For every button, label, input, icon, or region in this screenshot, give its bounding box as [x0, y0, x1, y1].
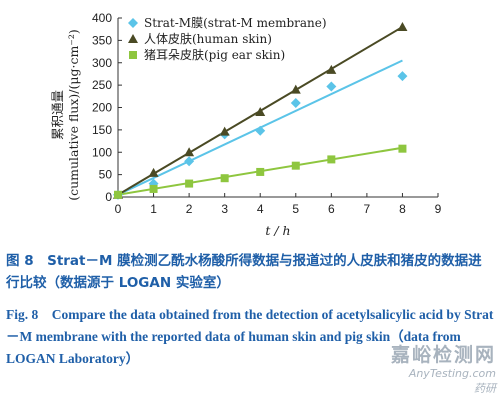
y-tick-label: 0: [105, 190, 112, 204]
chart-legend: Strat-M膜(strat-M membrane)人体皮肤(human ski…: [128, 16, 327, 62]
data-point-series-0: [255, 125, 266, 136]
data-point-series-2: [398, 144, 407, 153]
legend-label-2: 猪耳朵皮肤(pig ear skin): [144, 47, 285, 62]
x-tick-label: 1: [150, 202, 157, 216]
watermark-tag: 药研: [474, 382, 496, 395]
data-point-series-1: [148, 167, 159, 177]
y-tick-label: 300: [92, 56, 112, 70]
figure-caption-cn: 图 8 Strat－M 膜检测乙酰水杨酸所得数据与报道过的人皮肤和猪皮的数据进行…: [6, 253, 482, 291]
data-point-series-1: [290, 84, 301, 94]
data-point-series-0: [184, 156, 195, 167]
watermark: 嘉峪检测网 AnyTesting.com 药研: [391, 340, 496, 396]
x-tick-label: 3: [221, 202, 228, 216]
legend-label-1: 人体皮肤(human skin): [144, 31, 272, 46]
y-axis-title-cn: 累积通量: [50, 90, 65, 140]
legend-label-0: Strat-M膜(strat-M membrane): [144, 16, 327, 30]
chart-axes: 0 1 2 3 4 5 6 7 8 9 0 50 100 150 200 250 300 350 400: [92, 11, 442, 216]
x-tick-label: 8: [399, 202, 406, 216]
x-tick-label: 6: [328, 202, 335, 216]
y-tick-label: 150: [92, 123, 112, 137]
data-markers: [113, 21, 408, 200]
data-point-series-2: [149, 184, 158, 193]
y-tick-label: 200: [92, 101, 112, 115]
data-point-series-2: [291, 161, 300, 170]
watermark-cn: 嘉峪检测网: [390, 344, 496, 366]
data-point-series-1: [255, 106, 266, 116]
data-point-series-2: [220, 174, 229, 183]
x-tick-label: 2: [186, 202, 193, 216]
data-point-series-2: [327, 155, 336, 164]
x-axis-title: t / h: [265, 223, 290, 238]
legend-marker-2: [129, 51, 137, 59]
data-point-series-0: [397, 71, 408, 82]
x-tick-label: 4: [257, 202, 264, 216]
data-point-series-1: [184, 147, 195, 157]
data-point-series-0: [290, 98, 301, 109]
y-axis-title-en: (cumulative flux)/(μg·cm⁻²): [66, 29, 81, 201]
legend-marker-1: [128, 34, 138, 43]
data-point-series-2: [256, 167, 265, 176]
x-tick-label: 5: [292, 202, 299, 216]
watermark-en: AnyTesting.com: [408, 367, 496, 380]
y-tick-label: 250: [92, 78, 112, 92]
y-tick-label: 50: [99, 168, 113, 182]
x-tick-label: 9: [435, 202, 442, 216]
y-tick-label: 350: [92, 33, 112, 47]
figure-caption-en: Fig. 8 Compare the data obtained from th…: [6, 307, 494, 366]
data-point-series-2: [114, 190, 122, 199]
data-point-series-2: [185, 179, 194, 188]
x-tick-label: 0: [115, 202, 122, 216]
data-point-series-1: [219, 126, 230, 136]
cumulative-flux-chart: 0 1 2 3 4 5 6 7 8 9 0 50 100 150 200 250 300 350 400 Strat…: [50, 11, 442, 238]
data-point-series-1: [326, 64, 337, 74]
data-point-series-0: [326, 81, 337, 92]
data-point-series-1: [397, 21, 408, 31]
y-tick-label: 100: [92, 145, 112, 159]
x-tick-label: 7: [364, 202, 371, 216]
legend-marker-0: [128, 18, 138, 28]
y-tick-label: 400: [92, 11, 112, 25]
